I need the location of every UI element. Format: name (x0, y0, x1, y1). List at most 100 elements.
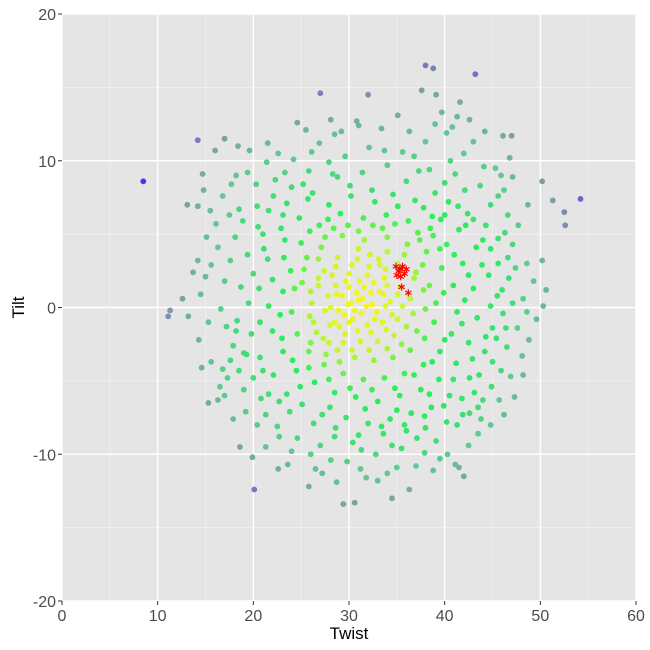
data-point (479, 262, 485, 268)
data-point (376, 288, 383, 295)
data-point (414, 328, 420, 334)
data-point (227, 357, 234, 364)
data-point (333, 479, 340, 485)
data-point (347, 182, 353, 189)
data-point (427, 225, 434, 232)
data-point (217, 306, 224, 312)
data-point (357, 338, 364, 345)
data-point (495, 235, 502, 242)
data-point (237, 444, 243, 450)
data-point (233, 172, 240, 179)
data-point (524, 260, 530, 267)
data-point (365, 420, 371, 427)
data-point (342, 153, 349, 160)
data-point (488, 383, 495, 390)
data-point (282, 169, 288, 176)
data-point (466, 410, 473, 417)
data-point (251, 486, 258, 493)
data-point (392, 221, 398, 227)
data-point (289, 357, 296, 364)
data-point (384, 162, 391, 169)
data-point (308, 300, 315, 306)
data-point (283, 200, 290, 207)
data-point (413, 463, 419, 469)
data-point (472, 71, 479, 78)
data-point (456, 226, 462, 233)
data-point (429, 358, 436, 365)
data-point (334, 174, 341, 180)
data-point (383, 326, 390, 333)
data-point (421, 413, 428, 419)
data-point (360, 376, 367, 383)
data-point (320, 335, 327, 342)
data-point (326, 339, 332, 346)
data-point (422, 306, 429, 312)
x-tick-label: 60 (627, 608, 645, 625)
data-point (406, 128, 413, 135)
data-point (433, 438, 439, 444)
data-point (389, 442, 395, 449)
data-point (343, 414, 349, 421)
data-point (197, 291, 204, 298)
y-tick-label: -20 (33, 594, 56, 611)
data-point (249, 454, 256, 461)
data-point (223, 323, 230, 330)
data-point (305, 196, 311, 202)
data-point (420, 204, 427, 211)
data-point (337, 210, 344, 217)
x-tick-labels: 0 10 20 30 40 50 60 (58, 608, 645, 625)
data-point (254, 203, 261, 210)
data-point (344, 458, 350, 465)
data-point (481, 348, 488, 355)
data-point (315, 282, 322, 289)
data-point (238, 284, 244, 290)
data-point (262, 411, 269, 418)
data-point (457, 99, 463, 105)
data-point (373, 309, 380, 315)
data-point (194, 203, 201, 210)
data-point (365, 91, 371, 98)
data-point (293, 367, 300, 374)
data-point (297, 383, 304, 390)
data-point (462, 222, 469, 229)
data-point (465, 442, 472, 449)
data-point (403, 323, 410, 330)
data-point (384, 248, 391, 255)
data-point (281, 254, 287, 261)
data-point (509, 174, 516, 180)
data-point (307, 288, 314, 295)
data-point (520, 372, 526, 378)
data-point (403, 178, 410, 185)
data-point (326, 159, 332, 166)
data-point (327, 322, 333, 328)
data-point (236, 367, 242, 374)
data-point (346, 284, 352, 290)
data-point (309, 190, 316, 196)
data-point (460, 150, 467, 157)
data-point (366, 347, 372, 353)
data-point (514, 325, 521, 331)
data-point (280, 348, 286, 355)
data-point (515, 222, 522, 229)
data-point (284, 461, 291, 468)
data-point (454, 309, 460, 315)
data-point (378, 423, 385, 430)
data-point (369, 386, 375, 393)
data-point (310, 420, 317, 427)
data-point (212, 147, 219, 154)
data-point (441, 336, 448, 343)
data-point (298, 240, 305, 246)
data-point (362, 405, 369, 412)
data-point (503, 325, 509, 331)
y-tick-label: 20 (38, 7, 56, 24)
data-point (319, 411, 326, 418)
data-point (304, 254, 310, 261)
data-point (270, 193, 277, 199)
data-point (502, 229, 508, 236)
data-point (244, 251, 251, 258)
data-point (355, 245, 362, 252)
data-point (461, 187, 468, 194)
data-point (444, 451, 451, 458)
x-tick-label: 40 (436, 608, 454, 625)
